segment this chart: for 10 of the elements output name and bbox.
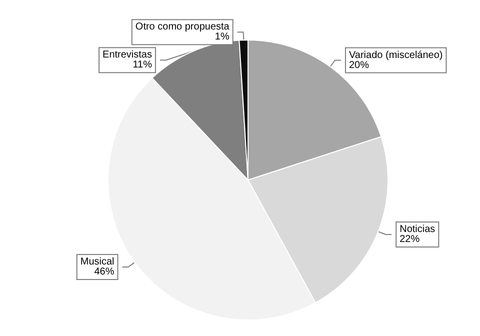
slice-label: Variado (misceláneo)	[348, 50, 443, 61]
slice-label: Noticias	[400, 224, 436, 235]
slice-label: Otro como propuesta	[135, 22, 230, 33]
data-label: 22%	[400, 234, 420, 245]
slice-label: Entrevistas	[102, 50, 152, 61]
slice-label: Musical	[80, 256, 114, 268]
data-label: 1%	[214, 32, 230, 43]
data-label: 20%	[348, 60, 370, 71]
data-label: 11%	[132, 60, 152, 71]
data-label: 46%	[94, 266, 114, 278]
